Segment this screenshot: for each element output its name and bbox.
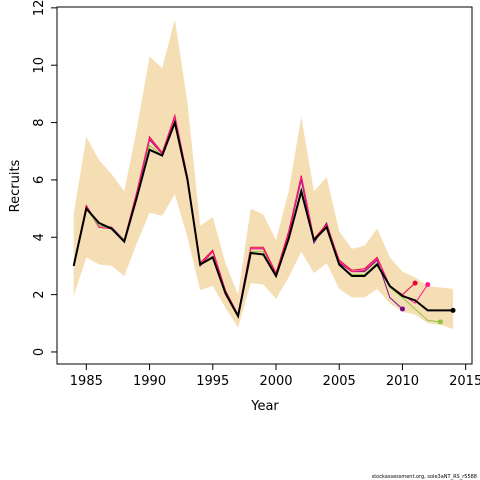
x-tick-label: 1985 (70, 374, 103, 389)
y-axis-label: Recruits (8, 159, 23, 212)
end-point (412, 280, 418, 286)
y-tick-label: 0 (32, 348, 47, 356)
y-tick-label: 12 (32, 0, 47, 16)
x-tick-label: 2015 (449, 374, 480, 389)
confidence-band (73, 19, 454, 330)
x-tick-label: 2010 (386, 374, 419, 389)
y-tick-label: 8 (32, 118, 47, 126)
x-tick-label: 1990 (133, 374, 166, 389)
end-point (450, 307, 456, 313)
y-tick-label: 6 (32, 176, 47, 184)
source-note: stockassessment.org, sole3aNT_RS_r5588 (372, 474, 477, 480)
x-tick-label: 2005 (323, 374, 356, 389)
end-point (399, 306, 405, 312)
plot-frame (56, 6, 473, 365)
x-axis-label: Year (250, 399, 279, 414)
y-tick-label: 10 (32, 57, 47, 74)
end-point (437, 319, 443, 325)
x-tick-label: 1995 (196, 374, 229, 389)
y-tick-label: 4 (32, 233, 47, 241)
end-point (425, 282, 431, 288)
y-tick-label: 2 (32, 290, 47, 298)
x-tick-label: 2000 (259, 374, 292, 389)
series-line (72, 119, 454, 319)
